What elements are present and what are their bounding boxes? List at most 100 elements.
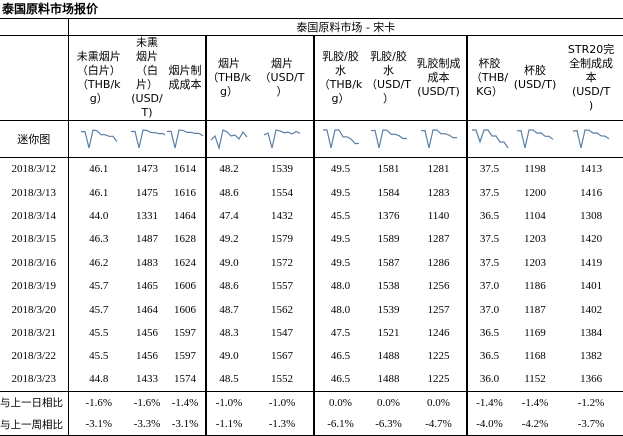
column-header: 烟片 （USD/T） bbox=[251, 35, 314, 121]
column-header-line: T) bbox=[141, 106, 153, 119]
column-header-line: 杯胶 bbox=[478, 57, 501, 70]
change-cell: -1.0% bbox=[268, 396, 296, 409]
sparkline-line bbox=[471, 129, 508, 149]
sparkline bbox=[80, 129, 118, 149]
column-header-line: STR20完 bbox=[567, 43, 615, 56]
sparkline bbox=[263, 129, 301, 149]
table-cell: 1456 bbox=[136, 326, 158, 339]
table-cell: 1557 bbox=[271, 280, 293, 293]
sparkline bbox=[322, 129, 359, 149]
sparkline-cell bbox=[411, 120, 467, 158]
row-date: 2018/3/22 bbox=[11, 350, 57, 363]
table-cell: 48.0 bbox=[313, 297, 366, 322]
column-header-line: 乳胶制成 bbox=[416, 57, 461, 70]
table-row: 2018/3/16 46.2 1483 1624 49.0 1572 49.5 1587 128… bbox=[0, 251, 623, 275]
section-header-row: 泰国原料市场 - 宋卡 bbox=[0, 18, 623, 36]
column-header-line: （THB/ bbox=[470, 71, 509, 84]
column-header-line: 乳胶/胶 bbox=[370, 50, 407, 63]
table-cell: 1140 bbox=[427, 209, 450, 222]
table-cell: 1456 bbox=[136, 350, 158, 363]
table-cell: 37.5 bbox=[466, 157, 511, 181]
rubber-price-table: 泰国原料市场 - 宋卡 未熏烟片 （白片） （THB/k g） 未熏 烟片 （白 片） (USD… bbox=[0, 18, 623, 436]
sparkline bbox=[370, 129, 407, 149]
column-header: 杯胶 （THB/KG） bbox=[466, 35, 511, 121]
row-date: 2018/3/20 bbox=[11, 303, 57, 316]
table-cell: 1200 bbox=[524, 186, 546, 199]
change-cell: -3.1% bbox=[165, 413, 206, 436]
table-cell: 48.3 bbox=[205, 321, 251, 345]
sparkline bbox=[420, 129, 457, 149]
table-cell: 46.5 bbox=[313, 368, 366, 392]
table-cell: 1281 bbox=[427, 163, 450, 176]
table-cell: 46.5 bbox=[313, 344, 366, 369]
table-cell: 1597 bbox=[174, 350, 196, 363]
table-cell: 1168 bbox=[524, 350, 546, 363]
table-cell: 44.8 bbox=[67, 368, 129, 392]
row-date: 2018/3/21 bbox=[11, 326, 57, 339]
row-date: 2018/3/12 bbox=[11, 163, 57, 176]
column-header-line: 成本 bbox=[427, 71, 450, 84]
column-header-line: (USD/T bbox=[571, 85, 611, 98]
sparkline-line bbox=[263, 129, 301, 149]
sparkline-cell bbox=[129, 120, 165, 158]
table-cell: 49.5 bbox=[313, 251, 366, 275]
table-cell: 1552 bbox=[251, 368, 314, 392]
table-cell: 45.7 bbox=[67, 297, 129, 322]
table-cell: 1256 bbox=[427, 280, 450, 293]
table-cell: 47.5 bbox=[313, 321, 366, 345]
sparkline bbox=[166, 129, 204, 149]
column-header-line: 烟片 bbox=[271, 57, 293, 70]
table-cell: 1246 bbox=[427, 326, 450, 339]
table-cell: 1225 bbox=[427, 350, 450, 363]
column-header-line: （THB/k bbox=[207, 71, 251, 84]
table-cell: 49.5 bbox=[313, 180, 366, 205]
table-cell: 1187 bbox=[524, 303, 546, 316]
change-row: 与上一日相比 -1.6% -1.6% -1.4% -1.0% -1.0% 0.0% 0.0% 0… bbox=[0, 391, 623, 414]
change-cell: -1.6% bbox=[133, 396, 161, 409]
table-cell: 45.5 bbox=[313, 204, 366, 228]
sparkline-cell bbox=[251, 120, 314, 158]
table-cell: 1587 bbox=[377, 256, 400, 269]
column-header: 乳胶/胶水（USD/T） bbox=[366, 35, 411, 121]
table-cell: 1521 bbox=[377, 326, 400, 339]
table-row: 2018/3/19 45.7 1465 1606 48.6 1557 48.0 1538 125… bbox=[0, 274, 623, 298]
table-cell: 1366 bbox=[559, 368, 623, 392]
table-cell: 1579 bbox=[271, 233, 293, 246]
change-cell: 0.0% bbox=[377, 396, 400, 409]
change-cell: 0.0% bbox=[313, 391, 366, 414]
page-title: 泰国原料市场报价 bbox=[2, 2, 99, 16]
table-cell: 1589 bbox=[377, 233, 400, 246]
column-header-line: (USD/T) bbox=[417, 85, 460, 98]
table-cell: 1624 bbox=[174, 256, 196, 269]
column-header: 乳胶/胶水（THB/k g） bbox=[313, 35, 366, 121]
table-cell: 45.7 bbox=[67, 274, 129, 298]
table-cell: 37.5 bbox=[466, 180, 511, 205]
table-cell: 1584 bbox=[377, 186, 400, 199]
change-cell: -6.1% bbox=[313, 413, 366, 436]
column-header-line: g） bbox=[89, 92, 108, 105]
table-cell: 1308 bbox=[580, 209, 603, 222]
table-cell: 1376 bbox=[377, 209, 400, 222]
table-cell: 1464 bbox=[174, 209, 196, 222]
table-cell: 37.5 bbox=[466, 227, 511, 252]
row-date: 2018/3/14 bbox=[11, 209, 57, 222]
table-cell: 37.0 bbox=[466, 297, 511, 322]
change-row: 与上一周相比 -3.1% -3.3% -3.1% -1.1% -1.3% -6.1% -6.3… bbox=[0, 413, 623, 436]
table-cell: 49.5 bbox=[313, 157, 366, 181]
table-cell: 1401 bbox=[580, 280, 603, 293]
column-header-line: (USD/T) bbox=[513, 78, 557, 91]
table-cell: 1547 bbox=[271, 326, 293, 339]
column-header-line: （白片） bbox=[76, 64, 121, 77]
table-cell: 1203 bbox=[524, 256, 546, 269]
row-date: 2018/3/19 bbox=[11, 280, 57, 293]
row-date: 2018/3/13 bbox=[11, 186, 57, 199]
table-cell: 1420 bbox=[580, 233, 603, 246]
table-cell: 1186 bbox=[524, 280, 546, 293]
table-cell: 44.0 bbox=[67, 204, 129, 228]
table-cell: 36.5 bbox=[466, 204, 511, 228]
change-cell: 0.0% bbox=[427, 396, 450, 409]
table-cell: 48.5 bbox=[205, 368, 251, 392]
table-row: 2018/3/22 45.5 1456 1597 49.0 1567 46.5 1488 122… bbox=[0, 344, 623, 369]
table-cell: 1572 bbox=[271, 256, 293, 269]
table-cell: 48.0 bbox=[313, 274, 366, 298]
